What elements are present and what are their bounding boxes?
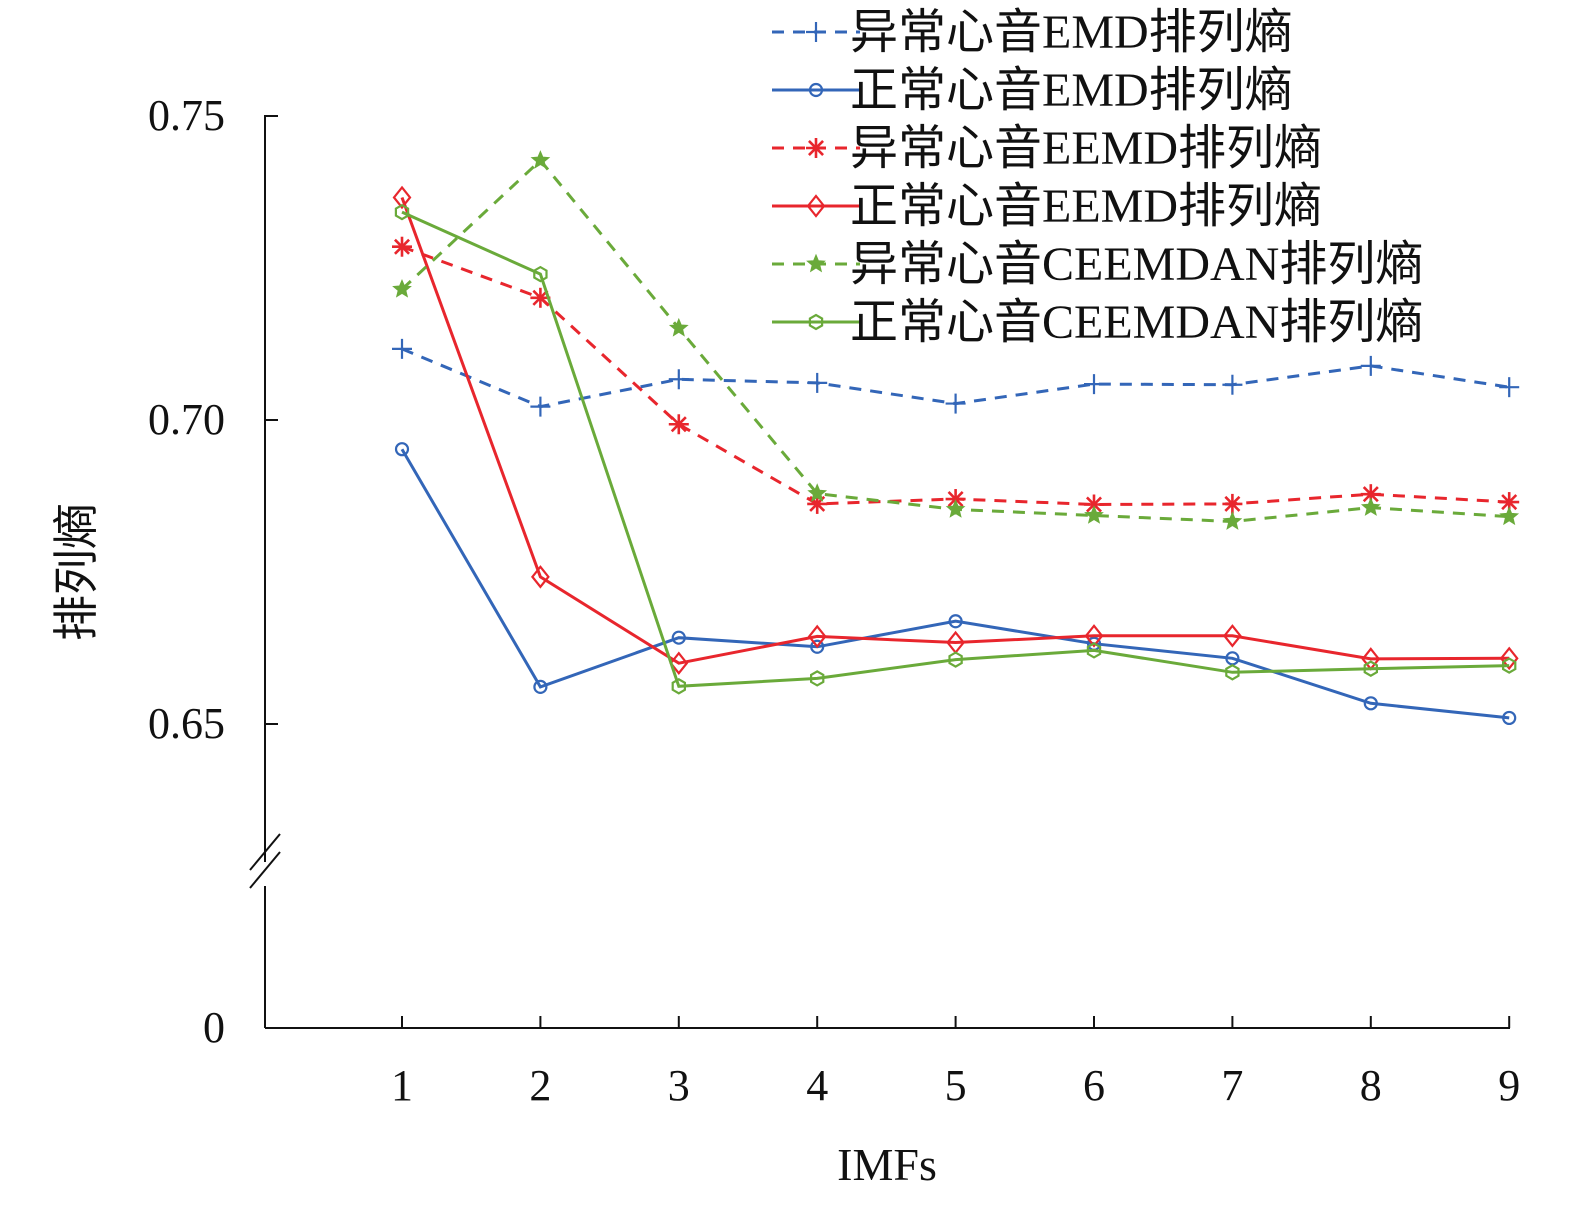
series-2 bbox=[394, 442, 1517, 726]
data-point bbox=[807, 372, 828, 393]
y-tick-label: 0.75 bbox=[148, 91, 225, 140]
data-point bbox=[1222, 624, 1242, 648]
data-point bbox=[1360, 355, 1381, 376]
data-point bbox=[807, 624, 827, 649]
data-point bbox=[671, 678, 687, 695]
x-tick-label: 2 bbox=[529, 1061, 551, 1110]
series-4 bbox=[392, 185, 1519, 675]
data-point bbox=[1499, 377, 1520, 398]
y-tick-label: 0.65 bbox=[148, 699, 225, 748]
x-tick-label: 7 bbox=[1221, 1061, 1243, 1110]
data-point bbox=[392, 338, 412, 359]
data-point bbox=[1363, 696, 1378, 711]
data-point bbox=[530, 150, 551, 169]
series-line bbox=[400, 196, 1510, 665]
data-point bbox=[806, 138, 826, 158]
data-point bbox=[1225, 664, 1240, 681]
data-point bbox=[1360, 497, 1381, 516]
data-point bbox=[810, 639, 825, 654]
tick-marks: 0.75 0.70 0.65 0 1 2 3 4 5 6 7 8 9 bbox=[148, 91, 1520, 1110]
series-1 bbox=[392, 338, 1520, 417]
y-tick-label: 0 bbox=[203, 1003, 225, 1052]
data-point bbox=[1222, 511, 1243, 530]
x-tick-label: 9 bbox=[1498, 1061, 1520, 1110]
x-tick-label: 3 bbox=[668, 1061, 690, 1110]
axis-break-mark-2 bbox=[249, 851, 281, 889]
data-point bbox=[392, 185, 412, 210]
legend-label: 正常心音EEMD排列熵 bbox=[850, 180, 1322, 233]
data-point bbox=[1499, 646, 1519, 671]
data-point bbox=[806, 22, 826, 42]
chart-axes bbox=[249, 115, 1510, 1029]
legend-item: 正常心音CEEMDAN排列熵 bbox=[772, 296, 1423, 349]
data-point bbox=[945, 499, 966, 518]
legend-label: 异常心音CEEMDAN排列熵 bbox=[850, 238, 1423, 291]
data-point bbox=[1502, 710, 1517, 726]
data-point bbox=[1084, 505, 1104, 524]
data-point bbox=[808, 313, 824, 331]
x-tick-label: 5 bbox=[945, 1061, 967, 1110]
y-tick-label: 0.70 bbox=[148, 395, 225, 444]
data-point bbox=[533, 679, 548, 695]
data-point bbox=[806, 253, 826, 273]
legend-label: 异常心音EMD排列熵 bbox=[850, 6, 1293, 59]
data-point bbox=[1222, 493, 1243, 514]
data-point bbox=[392, 236, 412, 257]
legend-item: 异常心音CEEMDAN排列熵 bbox=[772, 238, 1423, 291]
data-point bbox=[668, 369, 689, 390]
data-point bbox=[530, 565, 550, 589]
series-line bbox=[401, 210, 1510, 688]
data-point bbox=[807, 483, 828, 502]
data-point bbox=[671, 630, 686, 645]
data-point bbox=[530, 396, 551, 417]
legend-label: 正常心音CEEMDAN排列熵 bbox=[850, 296, 1423, 349]
legend-item: 异常心音EEMD排列熵 bbox=[772, 122, 1322, 175]
data-point bbox=[809, 670, 825, 687]
legend: 异常心音EMD排列熵正常心音EMD排列熵异常心音EEMD排列熵正常心音EEMD排… bbox=[772, 6, 1423, 349]
data-point bbox=[394, 203, 410, 221]
data-point bbox=[948, 614, 963, 629]
y-axis-title: 排列熵 bbox=[51, 503, 102, 641]
data-point bbox=[1086, 642, 1102, 659]
axis-break-mark-1 bbox=[249, 833, 281, 871]
x-tick-label: 8 bbox=[1360, 1061, 1382, 1110]
data-point bbox=[1499, 506, 1520, 526]
legend-item: 异常心音EMD排列熵 bbox=[772, 6, 1293, 59]
data-point bbox=[669, 651, 689, 675]
data-point bbox=[1363, 660, 1379, 677]
legend-label: 正常心音EMD排列熵 bbox=[850, 64, 1293, 117]
series-line bbox=[400, 448, 1510, 720]
data-point bbox=[806, 194, 826, 218]
x-tick-label: 6 bbox=[1083, 1061, 1105, 1110]
data-point bbox=[1501, 657, 1517, 674]
x-tick-label: 4 bbox=[806, 1061, 828, 1110]
data-point bbox=[668, 414, 689, 435]
data-point bbox=[1084, 374, 1104, 395]
data-point bbox=[533, 265, 548, 283]
series-5 bbox=[392, 150, 1520, 530]
legend-item: 正常心音EMD排列熵 bbox=[772, 64, 1293, 117]
legend-label: 异常心音EEMD排列熵 bbox=[850, 122, 1322, 175]
data-point bbox=[1084, 624, 1104, 648]
data-point bbox=[1222, 374, 1243, 395]
data-point bbox=[948, 651, 963, 668]
series-6 bbox=[394, 203, 1517, 695]
x-axis-title: IMFs bbox=[837, 1139, 937, 1190]
x-tick-label: 1 bbox=[391, 1061, 413, 1110]
series-layer bbox=[392, 150, 1520, 726]
data-point bbox=[392, 279, 412, 298]
data-point bbox=[808, 82, 824, 98]
data-point bbox=[668, 317, 689, 337]
legend-item: 正常心音EEMD排列熵 bbox=[772, 180, 1322, 233]
data-point bbox=[394, 442, 410, 457]
data-point bbox=[945, 393, 966, 414]
